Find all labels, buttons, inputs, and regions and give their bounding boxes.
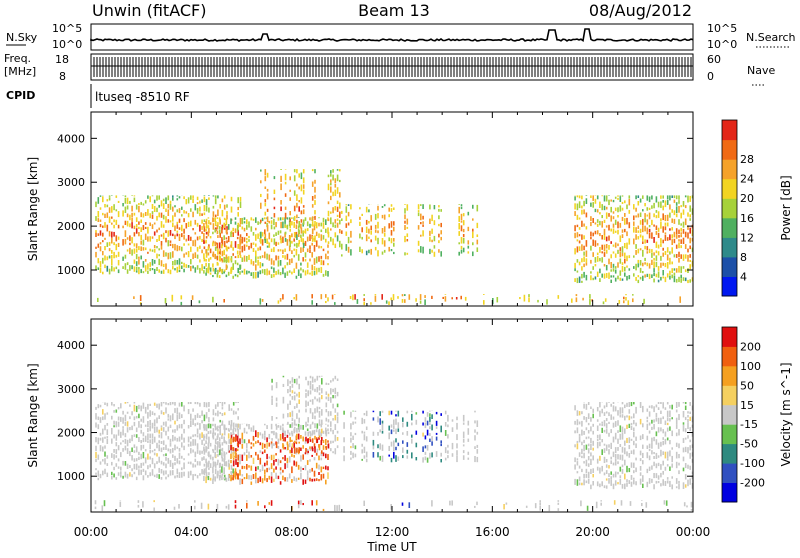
noise-right-label: N.Search bbox=[746, 31, 796, 44]
colorbar-frame bbox=[721, 326, 738, 503]
colorbar-step bbox=[722, 198, 737, 219]
colorbar-step bbox=[722, 159, 737, 180]
colorbar-step bbox=[722, 237, 737, 258]
velocity-colorbar: 200 100 50 15 -15 -50 -100 -200 Velocity [m s^-1… bbox=[721, 326, 793, 503]
y-tick-label: 4000 bbox=[57, 339, 85, 352]
velocity-colorbar-title: Velocity [m s^-1] bbox=[779, 362, 793, 466]
colorbar-tick-label: 8 bbox=[740, 251, 747, 264]
colorbar-tick-label: 4 bbox=[740, 270, 747, 283]
colorbar-tick-label: 24 bbox=[740, 173, 754, 186]
colorbar-step bbox=[722, 443, 737, 464]
x-tick-label: 00:00 bbox=[676, 525, 711, 539]
noise-panel: N.Sky 10^5 10^0 10^5 10^0 N.Search bbox=[6, 22, 796, 51]
freq-tick-bottom: 8 bbox=[59, 70, 66, 83]
y-tick-label: 3000 bbox=[57, 383, 85, 396]
colorbar-step bbox=[722, 256, 737, 277]
colorbar-tick-label: 15 bbox=[740, 399, 754, 412]
x-tick-label: 12:00 bbox=[375, 525, 410, 539]
colorbar-step bbox=[722, 463, 737, 483]
colorbar-tick-label: 16 bbox=[740, 212, 754, 225]
colorbar-tick-label: 200 bbox=[740, 340, 761, 353]
y-tick-label: 2000 bbox=[57, 427, 85, 440]
noise-right-tick-bottom: 10^0 bbox=[707, 38, 737, 51]
colorbar-tick-label: -100 bbox=[740, 457, 765, 470]
x-tick-label: 20:00 bbox=[575, 525, 610, 539]
colorbar-step bbox=[722, 139, 737, 160]
nave-label: Nave bbox=[747, 64, 775, 77]
colorbar-step bbox=[722, 178, 737, 199]
noise-trace bbox=[90, 28, 694, 42]
x-tick-label: 04:00 bbox=[174, 525, 209, 539]
noise-left-tick-top: 10^5 bbox=[52, 22, 82, 35]
x-axis-title: Time UT bbox=[366, 540, 417, 554]
velocity-y-axis-title: Slant Range [km] bbox=[26, 363, 40, 467]
velocity-echoes bbox=[94, 375, 694, 512]
colorbar-tick-label: -15 bbox=[740, 418, 758, 431]
colorbar-step bbox=[722, 424, 737, 445]
colorbar-step bbox=[722, 120, 737, 141]
colorbar-step bbox=[722, 346, 737, 367]
power-panel: 1000 2000 3000 4000 Slant Range [km] 4 8 12 16 20… bbox=[26, 111, 793, 307]
colorbar-frame bbox=[721, 119, 738, 297]
y-tick-label: 3000 bbox=[57, 176, 85, 189]
freq-panel: Freq. [MHz] 18 8 60 0 Nave bbox=[4, 52, 775, 86]
cpid-label: CPID bbox=[6, 89, 35, 102]
colorbar-tick-label: -50 bbox=[740, 438, 758, 451]
freq-tick-top: 18 bbox=[55, 53, 69, 66]
colorbar-step bbox=[722, 276, 737, 297]
colorbar-tick-label: 50 bbox=[740, 379, 754, 392]
freq-label-2: [MHz] bbox=[4, 65, 36, 78]
velocity-panel: 1000 2000 3000 4000 Slant Range [km] 200 100 50… bbox=[26, 318, 793, 513]
date-title: 08/Aug/2012 bbox=[589, 1, 692, 20]
power-colorbar: 4 8 12 16 20 24 28 Power [dB] bbox=[721, 119, 793, 297]
noise-left-label: N.Sky bbox=[6, 31, 38, 44]
station-title: Unwin (fitACF) bbox=[92, 1, 206, 20]
colorbar-tick-label: 28 bbox=[740, 153, 754, 166]
colorbar-tick-label: 20 bbox=[740, 192, 754, 205]
colorbar-step bbox=[722, 217, 737, 238]
freq-trace bbox=[90, 57, 693, 77]
colorbar-tick-label: 100 bbox=[740, 360, 761, 373]
noise-left-tick-bottom: 10^0 bbox=[52, 38, 82, 51]
colorbar-step bbox=[722, 404, 737, 425]
power-y-axis-title: Slant Range [km] bbox=[26, 157, 40, 261]
colorbar-tick-label: 12 bbox=[740, 231, 754, 244]
x-axis: 00:00 04:00 08:00 12:00 16:00 20:00 00:00 bbox=[74, 525, 711, 539]
colorbar-step bbox=[722, 482, 737, 503]
colorbar-step bbox=[722, 327, 737, 347]
freq-label-1: Freq. bbox=[4, 52, 31, 65]
colorbar-step bbox=[722, 365, 737, 386]
noise-panel-frame bbox=[90, 23, 694, 51]
nave-tick-bottom: 0 bbox=[707, 70, 714, 83]
y-tick-label: 2000 bbox=[57, 220, 85, 233]
beam-title: Beam 13 bbox=[358, 1, 430, 20]
x-tick-label: 16:00 bbox=[475, 525, 510, 539]
nave-tick-top: 60 bbox=[707, 53, 721, 66]
colorbar-tick-label: -200 bbox=[740, 477, 765, 490]
power-echoes bbox=[95, 169, 694, 306]
y-tick-label: 1000 bbox=[57, 470, 85, 483]
power-colorbar-title: Power [dB] bbox=[779, 175, 793, 240]
colorbar-step bbox=[722, 385, 737, 406]
cpid-value: ltuseq -8510 RF bbox=[95, 90, 190, 104]
noise-right-tick-top: 10^5 bbox=[707, 22, 737, 35]
x-tick-label: 00:00 bbox=[74, 525, 109, 539]
x-tick-label: 08:00 bbox=[274, 525, 309, 539]
y-tick-label: 4000 bbox=[57, 132, 85, 145]
heatmap-panels: 1000 2000 3000 4000 Slant Range [km] 4 8 12 16 20… bbox=[26, 111, 793, 513]
y-tick-label: 1000 bbox=[57, 264, 85, 277]
